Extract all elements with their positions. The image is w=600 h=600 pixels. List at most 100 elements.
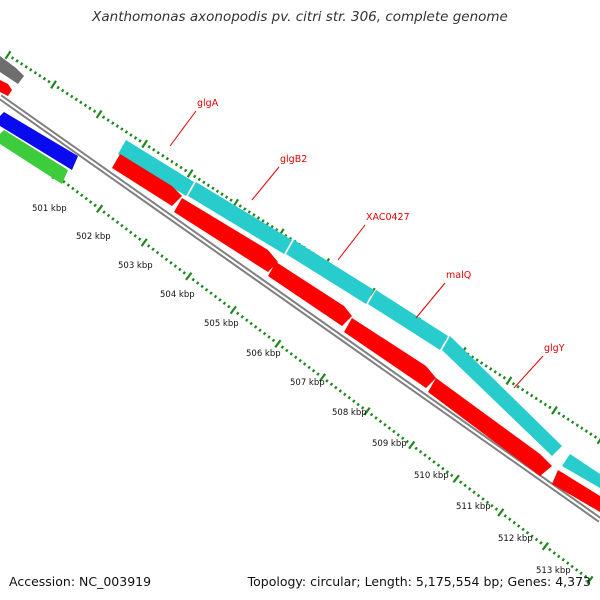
inner-minor-tick — [227, 304, 231, 309]
outer-minor-tick — [179, 165, 183, 170]
inner-minor-tick — [294, 355, 298, 360]
outer-minor-tick — [543, 402, 548, 407]
inner-minor-tick — [552, 551, 557, 555]
outer-minor-tick — [38, 73, 42, 78]
outer-minor-tick — [106, 118, 110, 122]
outer-minor-tick — [15, 59, 19, 63]
blue-feature — [0, 112, 78, 170]
outer-minor-tick — [192, 174, 197, 179]
outer-minor-tick — [243, 207, 247, 211]
inner-minor-tick — [258, 328, 262, 333]
inner-minor-tick — [459, 480, 463, 484]
outer-minor-tick — [525, 390, 529, 395]
outer-minor-tick — [575, 423, 579, 427]
inner-major-tick — [140, 238, 148, 247]
inner-minor-tick — [521, 527, 525, 532]
outer-minor-tick — [56, 85, 60, 90]
inner-minor-tick — [164, 257, 169, 262]
inner-minor-tick — [115, 220, 120, 225]
outer-major-tick — [4, 50, 12, 60]
inner-minor-tick — [401, 436, 405, 441]
inner-minor-tick — [236, 311, 240, 316]
forward-cds-2 — [188, 182, 292, 254]
inner-minor-tick — [516, 524, 521, 528]
inner-minor-tick — [66, 183, 71, 187]
outer-minor-tick — [529, 393, 534, 398]
inner-minor-tick — [481, 497, 485, 501]
inner-minor-tick — [436, 463, 441, 468]
forward-cds-1 — [118, 140, 194, 196]
outer-minor-tick — [261, 219, 265, 223]
outer-minor-tick — [211, 186, 215, 191]
kbp-tick-label: 511 kbp — [456, 502, 491, 512]
outer-minor-tick — [238, 204, 242, 208]
inner-minor-tick — [302, 362, 307, 366]
inner-minor-tick — [579, 571, 583, 576]
inner-minor-tick — [173, 264, 178, 268]
outer-minor-tick — [270, 224, 274, 229]
outer-minor-tick — [111, 121, 115, 125]
outer-minor-tick — [475, 358, 479, 362]
inner-minor-tick — [222, 301, 227, 306]
reverse-cds-2 — [174, 198, 278, 272]
inner-minor-tick — [369, 412, 374, 417]
inner-minor-tick — [574, 568, 579, 572]
kbp-tick-label: 508 kbp — [332, 408, 367, 418]
inner-minor-tick — [102, 210, 106, 214]
gene-label-leader — [251, 166, 280, 201]
gene-label-glgy: glgY — [544, 343, 565, 354]
inner-minor-tick — [213, 294, 218, 299]
inner-minor-tick — [512, 520, 516, 525]
inner-minor-tick — [245, 318, 249, 322]
inner-minor-tick — [311, 368, 316, 373]
inner-minor-tick — [133, 233, 137, 238]
outer-minor-tick — [488, 367, 493, 371]
outer-minor-tick — [156, 150, 160, 155]
gene-label-glga: glgA — [197, 98, 219, 109]
inner-major-tick — [363, 407, 371, 416]
map-title: Xanthomonas axonopodis pv. citri str. 30… — [92, 9, 508, 25]
gene-label-leader — [169, 110, 197, 147]
inner-minor-tick — [534, 537, 539, 542]
kbp-tick-label: 507 kbp — [290, 378, 325, 388]
reverse-cds-3 — [268, 262, 352, 326]
outer-minor-tick — [174, 162, 179, 167]
inner-minor-tick — [557, 554, 561, 559]
outer-minor-tick — [206, 183, 211, 188]
outer-minor-tick — [129, 133, 133, 137]
outer-minor-tick — [70, 94, 74, 99]
inner-minor-tick — [262, 331, 267, 336]
inner-minor-tick — [146, 244, 151, 248]
inner-minor-tick — [374, 416, 378, 420]
inner-minor-tick — [80, 193, 84, 198]
inner-minor-tick — [298, 358, 302, 363]
outer-minor-tick — [539, 399, 543, 404]
outer-minor-tick — [252, 213, 256, 217]
inner-minor-tick — [352, 399, 356, 403]
outer-minor-tick — [65, 91, 69, 96]
inner-minor-tick — [570, 564, 574, 569]
inner-minor-tick — [204, 287, 209, 292]
outer-major-tick — [551, 406, 558, 415]
reverse-cds-5 — [428, 378, 552, 476]
inner-tick-ring — [51, 170, 594, 585]
inner-major-tick — [541, 542, 549, 551]
outer-minor-tick — [120, 127, 124, 131]
inner-minor-tick — [396, 433, 400, 437]
gene-label-leader — [337, 224, 366, 261]
inner-minor-tick — [71, 186, 75, 191]
outer-minor-tick — [115, 124, 120, 128]
inner-minor-tick — [418, 449, 423, 454]
outer-minor-tick — [60, 88, 65, 93]
feature-tracks — [0, 56, 600, 523]
outer-major-tick — [186, 169, 194, 178]
outer-minor-tick — [229, 198, 233, 202]
inner-minor-tick — [347, 395, 351, 400]
inner-minor-tick — [191, 277, 195, 282]
inner-minor-tick — [427, 456, 432, 461]
outer-minor-tick — [161, 153, 165, 158]
inner-minor-tick — [155, 250, 160, 255]
inner-minor-tick — [525, 530, 530, 535]
inner-minor-tick — [160, 254, 164, 258]
